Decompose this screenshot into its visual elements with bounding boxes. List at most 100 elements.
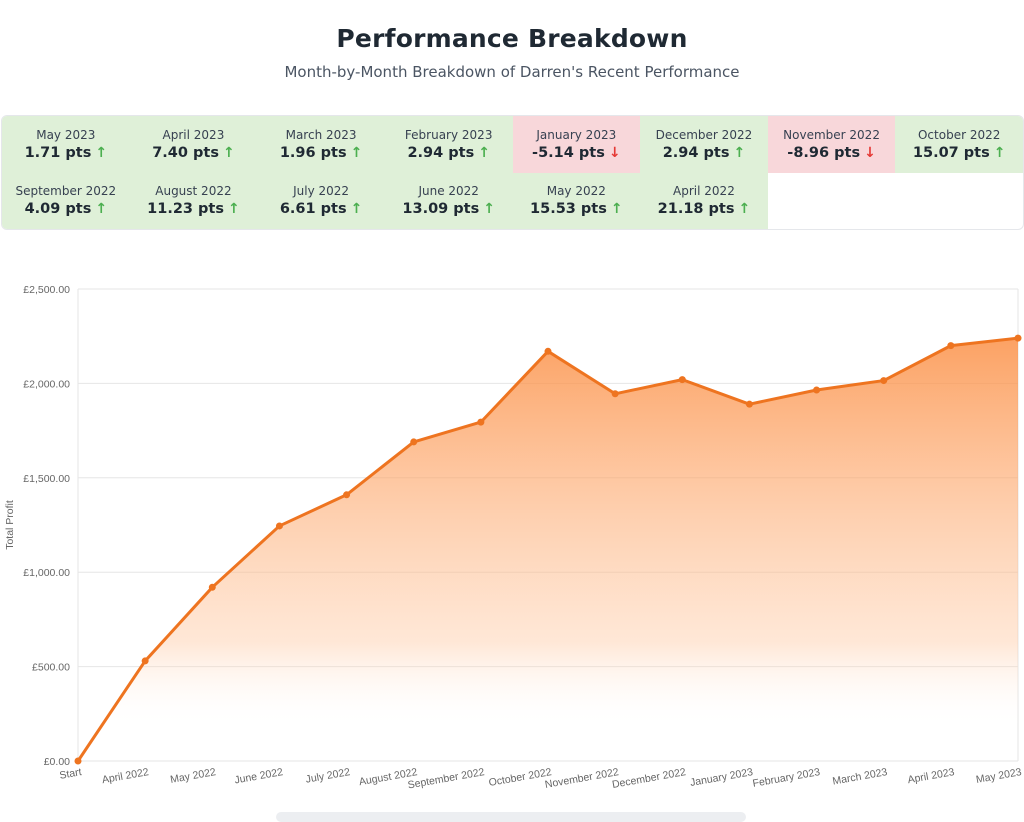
month-label: July 2022 [293, 184, 350, 199]
month-label: April 2023 [162, 127, 225, 142]
points-value: 11.23 pts [147, 201, 224, 218]
profit-area [78, 338, 1018, 761]
points-value: 15.07 pts [912, 144, 990, 161]
month-card: April 2023 7.40 pts ↑ [129, 116, 258, 173]
month-points: 2.94 pts ↑ [407, 145, 490, 161]
month-points: 2.94 pts ↑ [663, 145, 746, 161]
points-value: 6.61 pts [279, 201, 347, 218]
data-point [880, 377, 888, 385]
x-tick-label: April 2023 [907, 766, 956, 786]
x-tick-label: March 2023 [832, 766, 889, 787]
month-label: January 2023 [536, 127, 617, 142]
x-tick-label: November 2022 [544, 766, 620, 791]
data-point [1014, 334, 1022, 342]
x-tick-label: May 2022 [169, 766, 217, 786]
month-card: July 2022 6.61 pts ↑ [257, 172, 385, 229]
month-label: September 2022 [15, 184, 117, 199]
points-value: 13.09 pts [402, 201, 480, 218]
arrow-up-icon: ↑ [610, 201, 623, 218]
points-value: 1.96 pts [279, 144, 347, 161]
month-card: June 2022 13.09 pts ↑ [384, 172, 513, 229]
y-tick-label: £1,500.00 [23, 473, 70, 485]
arrow-up-icon: ↑ [350, 201, 363, 218]
month-card: February 2023 2.94 pts ↑ [384, 116, 513, 173]
month-points: 1.71 pts ↑ [25, 145, 108, 161]
points-value: 15.53 pts [530, 201, 607, 218]
data-point [410, 438, 418, 446]
month-card: August 2022 11.23 pts ↑ [129, 172, 258, 229]
month-points: -8.96 pts ↓ [787, 145, 876, 161]
arrow-down-icon: ↓ [864, 144, 876, 161]
data-point [208, 583, 216, 591]
points-value: 7.40 pts [152, 144, 219, 161]
x-tick-label: May 2023 [975, 766, 1023, 786]
month-points: 6.61 pts ↑ [280, 201, 363, 217]
x-tick-label: January 2023 [689, 766, 754, 789]
points-value: 1.71 pts [24, 144, 92, 161]
month-card: November 2022 -8.96 pts ↓ [767, 116, 896, 173]
arrow-up-icon: ↑ [993, 144, 1006, 161]
arrow-up-icon: ↑ [95, 144, 108, 161]
x-tick-label: April 2022 [101, 766, 150, 786]
arrow-up-icon: ↑ [228, 201, 240, 218]
x-tick-label: February 2023 [752, 766, 821, 790]
y-tick-label: £0.00 [44, 756, 70, 768]
data-point [611, 390, 619, 398]
month-label: August 2022 [155, 184, 232, 199]
data-point [275, 522, 283, 530]
month-card: April 2022 21.18 pts ↑ [640, 172, 768, 229]
month-card: May 2022 15.53 pts ↑ [512, 172, 641, 229]
y-axis-label: Total Profit [4, 500, 16, 550]
points-value: 2.94 pts [407, 144, 475, 161]
data-point [343, 491, 351, 499]
month-points: 1.96 pts ↑ [280, 145, 363, 161]
arrow-down-icon: ↓ [608, 144, 621, 161]
data-point [477, 418, 485, 426]
arrow-up-icon: ↑ [478, 144, 490, 161]
data-point [678, 376, 686, 384]
monthly-breakdown-grid: May 2023 1.71 pts ↑ April 2023 7.40 pts ↑ Marc… [1, 115, 1024, 230]
x-tick-label: June 2022 [234, 766, 285, 786]
y-tick-label: £2,000.00 [23, 378, 70, 390]
month-points: 15.53 pts ↑ [530, 201, 623, 217]
profit-chart: £0.00 £500.00 £1,000.00 £1,500.00 £2,000.00 £… [4, 284, 1023, 791]
points-value: -8.96 pts [787, 144, 861, 161]
month-points: 4.09 pts ↑ [25, 201, 108, 217]
data-point [813, 386, 821, 394]
data-point [544, 347, 552, 355]
arrow-up-icon: ↑ [350, 144, 363, 161]
month-label: June 2022 [418, 184, 479, 199]
x-tick-label: September 2022 [407, 766, 486, 791]
month-label: May 2022 [546, 184, 606, 199]
data-point [745, 400, 753, 408]
points-value: -5.14 pts [532, 144, 605, 161]
month-card: September 2022 4.09 pts ↑ [2, 172, 130, 229]
page-subtitle: Month-by-Month Breakdown of Darren's Rec… [284, 63, 740, 81]
x-tick-label: July 2022 [305, 766, 352, 786]
y-tick-label: £2,500.00 [23, 284, 70, 296]
month-points: 7.40 pts ↑ [152, 145, 235, 161]
month-label: March 2023 [285, 127, 357, 142]
arrow-up-icon: ↑ [483, 201, 495, 218]
month-label: October 2022 [917, 127, 1001, 142]
horizontal-scrollbar[interactable] [276, 812, 746, 822]
month-card: December 2022 2.94 pts ↑ [640, 116, 768, 173]
data-point [74, 757, 82, 765]
month-label: May 2023 [36, 127, 96, 142]
month-label: April 2022 [673, 184, 735, 199]
y-tick-label: £1,000.00 [23, 567, 70, 579]
arrow-up-icon: ↑ [733, 144, 746, 161]
x-tick-label: Start [59, 766, 83, 782]
arrow-up-icon: ↑ [222, 144, 235, 161]
data-point [141, 657, 149, 665]
month-label: December 2022 [655, 127, 753, 142]
month-points: 13.09 pts ↑ [402, 201, 495, 217]
arrow-up-icon: ↑ [95, 201, 108, 218]
x-tick-label: October 2022 [488, 766, 553, 789]
points-value: 2.94 pts [662, 144, 730, 161]
header: Performance Breakdown Month-by-Month Bre… [0, 0, 1024, 81]
month-label: November 2022 [783, 127, 880, 142]
month-points: 11.23 pts ↑ [147, 201, 240, 217]
data-point [947, 342, 955, 350]
x-tick-label: December 2022 [611, 766, 687, 791]
